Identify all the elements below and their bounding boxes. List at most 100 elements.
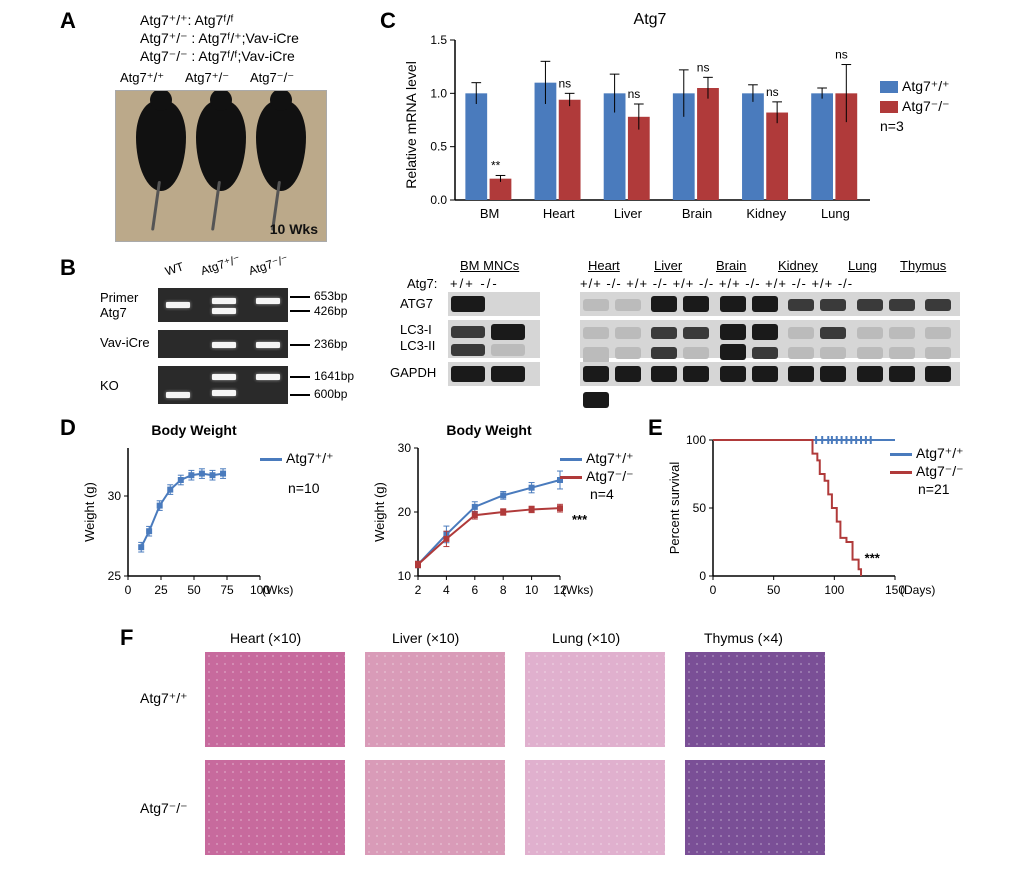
svg-text:Weight (g): Weight (g) [372, 482, 387, 542]
svg-text:100: 100 [824, 583, 844, 597]
svg-text:Lung: Lung [821, 206, 850, 221]
F-row-1: Atg7⁻/⁻ [140, 800, 187, 817]
chartC-legend-0: Atg7⁺/⁺ [880, 78, 949, 95]
svg-text:Heart: Heart [543, 206, 575, 221]
hist-thymus-wt [685, 652, 825, 747]
panel-label-C: C [380, 8, 396, 34]
svg-text:20: 20 [398, 505, 412, 519]
svg-text:Body Weight: Body Weight [151, 422, 237, 438]
svg-text:***: *** [572, 512, 588, 527]
blot-tissue-r4: Lung [848, 258, 877, 273]
blot-lc3-right [580, 320, 960, 358]
chartD2-legend-0: Atg7⁺/⁺ [560, 450, 633, 467]
svg-text:***: *** [865, 550, 881, 565]
gel-row-0-bp-0: 653bp [314, 289, 347, 303]
svg-text:75: 75 [220, 583, 234, 597]
mouse-1 [136, 101, 186, 191]
gel-row-2-bp-1: 600bp [314, 387, 347, 401]
hist-liver-ko [365, 760, 505, 855]
svg-text:Liver: Liver [614, 206, 643, 221]
svg-text:(Wks): (Wks) [562, 583, 593, 597]
line-swatch-icon [260, 458, 282, 461]
svg-text:50: 50 [767, 583, 781, 597]
svg-text:ns: ns [835, 48, 848, 62]
panel-label-A: A [60, 8, 76, 34]
swatch-icon [880, 101, 898, 113]
gel-row-0-bp-1: 426bp [314, 304, 347, 318]
svg-text:**: ** [491, 158, 501, 172]
figure-root: A Atg7⁺/⁺: Atg7ᶠ/ᶠ Atg7⁺/⁻ : Atg7ᶠ/⁺;Vav… [0, 0, 1020, 885]
svg-text:0.0: 0.0 [430, 193, 447, 207]
svg-text:Atg7: Atg7 [634, 11, 667, 28]
svg-text:10: 10 [525, 583, 539, 597]
svg-text:10: 10 [398, 569, 412, 583]
gel-row-0 [158, 288, 288, 322]
hist-heart-ko [205, 760, 345, 855]
blot-row-1-label: LC3-I [400, 322, 432, 337]
blot-gapdh-right [580, 362, 960, 386]
blot-tissue-r3: Kidney [778, 258, 818, 273]
hist-thymus-ko [685, 760, 825, 855]
svg-text:(Wks): (Wks) [262, 583, 293, 597]
gel-row-1-bp-0: 236bp [314, 337, 347, 351]
blot-tissue-r0: Heart [588, 258, 620, 273]
blot-row-2-label: LC3-II [400, 338, 435, 353]
photo-label-2: Atg7⁻/⁻ [250, 70, 294, 86]
svg-text:1.0: 1.0 [430, 86, 447, 100]
mouse-2 [196, 101, 246, 191]
line-swatch-icon [560, 476, 582, 479]
F-col-1: Liver (×10) [392, 630, 459, 646]
line-swatch-icon [560, 458, 582, 461]
chart-body-weight-1: 25300255075100Body WeightWeight (g)(Wks) [80, 420, 340, 610]
svg-text:25: 25 [108, 569, 122, 583]
gel-lane-2: Atg7⁻/⁻ [247, 252, 290, 278]
chartD2-n: n=4 [590, 486, 614, 502]
F-row-0: Atg7⁺/⁺ [140, 690, 187, 707]
genotype-line-0: Atg7⁺/⁺: Atg7ᶠ/ᶠ [140, 12, 234, 29]
blot-atg7-right [580, 292, 960, 316]
svg-text:1.5: 1.5 [430, 33, 447, 47]
svg-text:(Days): (Days) [900, 583, 935, 597]
svg-text:30: 30 [108, 489, 122, 503]
panel-label-B: B [60, 255, 76, 281]
blot-tissue-r2: Brain [716, 258, 746, 273]
blot-row-3-label: GAPDH [390, 365, 436, 380]
chart-atg7-mrna: 0.00.51.01.5Atg7Relative mRNA levelBM**H… [400, 10, 940, 240]
chartD1-n: n=10 [288, 480, 320, 496]
chartD2-legend-1: Atg7⁻/⁻ [560, 468, 633, 485]
svg-text:0: 0 [710, 583, 717, 597]
hist-lung-wt [525, 652, 665, 747]
hist-liver-wt [365, 652, 505, 747]
F-col-2: Lung (×10) [552, 630, 620, 646]
gel-row-1-label: Vav-iCre [100, 335, 150, 350]
svg-text:Weight (g): Weight (g) [82, 482, 97, 542]
chartD1-legend: Atg7⁺/⁺ [260, 450, 333, 467]
line-swatch-icon [890, 453, 912, 456]
mouse-3 [256, 101, 306, 191]
panel-label-F: F [120, 625, 133, 651]
svg-text:25: 25 [154, 583, 168, 597]
chartC-n: n=3 [880, 118, 904, 134]
genotype-line-1: Atg7⁺/⁻ : Atg7ᶠ/⁺;Vav-iCre [140, 30, 299, 47]
F-col-0: Heart (×10) [230, 630, 301, 646]
photo-label-0: Atg7⁺/⁺ [120, 70, 164, 86]
gel-row-1 [158, 330, 288, 358]
genotype-line-2: Atg7⁻/⁻ : Atg7ᶠ/ᶠ;Vav-iCre [140, 48, 295, 65]
panel-label-D: D [60, 415, 76, 441]
blot-tissue-left: BM MNCs [460, 258, 519, 273]
svg-text:Percent survival: Percent survival [667, 462, 682, 555]
wks-label: 10 Wks [270, 221, 318, 237]
gel-row-0-label: Primer Atg7 [100, 290, 138, 320]
hist-lung-ko [525, 760, 665, 855]
svg-text:ns: ns [628, 87, 641, 101]
svg-text:6: 6 [471, 583, 478, 597]
photo-label-1: Atg7⁺/⁻ [185, 70, 229, 86]
blot-tissue-r5: Thymus [900, 258, 946, 273]
chartE-n: n=21 [918, 481, 950, 497]
svg-text:Body Weight: Body Weight [446, 422, 532, 438]
svg-text:ns: ns [558, 76, 571, 90]
hist-heart-wt [205, 652, 345, 747]
gel-row-2-label: KO [100, 378, 119, 393]
blot-cond-label: Atg7: [407, 276, 437, 291]
svg-text:0.5: 0.5 [430, 140, 447, 154]
